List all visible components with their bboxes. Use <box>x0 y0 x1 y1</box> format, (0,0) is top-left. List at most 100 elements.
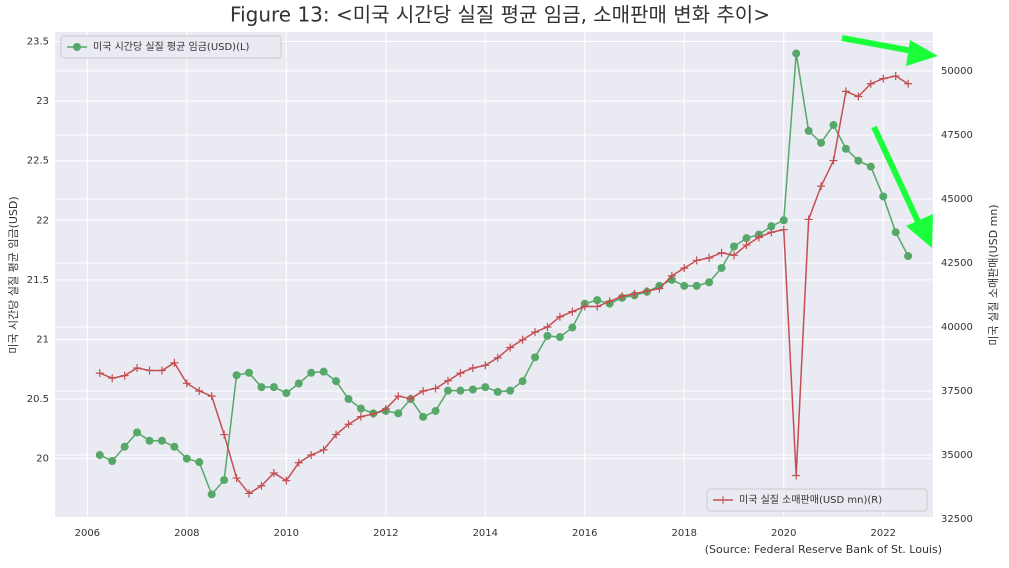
x-tick-label: 2008 <box>174 528 199 539</box>
point <box>593 302 602 311</box>
point <box>767 228 776 237</box>
y-tick-label: 21.5 <box>27 275 49 286</box>
point <box>792 471 801 480</box>
arrow-head <box>906 214 933 248</box>
point <box>344 420 353 429</box>
point <box>182 454 191 463</box>
y2-tick-label: 37500 <box>941 386 973 397</box>
y-tick-label: 22.5 <box>27 156 49 167</box>
x-tick-label: 2006 <box>75 528 100 539</box>
legend-label: 미국 시간당 실질 평균 임금(USD)(L) <box>93 40 250 53</box>
point <box>854 92 863 101</box>
point <box>195 387 204 396</box>
point <box>580 302 589 311</box>
point <box>730 251 739 260</box>
point <box>182 379 191 388</box>
point <box>481 361 490 370</box>
point <box>804 126 813 135</box>
y2-tick-label: 42500 <box>941 258 973 269</box>
point <box>891 72 900 81</box>
point <box>456 386 465 395</box>
point <box>468 385 477 394</box>
y-tick-label: 20.5 <box>27 394 49 405</box>
x-tick-label: 2012 <box>373 528 398 539</box>
point <box>282 476 291 485</box>
point <box>207 490 216 499</box>
y-tick-label: 20 <box>36 454 49 465</box>
point <box>269 468 278 477</box>
point <box>157 436 166 445</box>
point <box>742 241 751 250</box>
point <box>394 392 403 401</box>
point <box>245 368 254 377</box>
point <box>157 366 166 375</box>
point <box>841 87 850 96</box>
point <box>866 162 875 171</box>
point <box>468 363 477 372</box>
point <box>717 248 726 257</box>
x-tick-label: 2010 <box>274 528 299 539</box>
point <box>307 451 316 460</box>
point <box>245 489 254 498</box>
point <box>419 412 428 421</box>
point <box>866 79 875 88</box>
point <box>817 182 826 191</box>
point <box>394 409 403 418</box>
x-tick-label: 2020 <box>771 528 796 539</box>
point <box>593 296 602 305</box>
series-layer <box>95 49 913 499</box>
arrow <box>871 125 923 228</box>
point <box>419 387 428 396</box>
y2-tick-label: 50000 <box>941 66 973 77</box>
source-note: (Source: Federal Reserve Bank of St. Lou… <box>705 543 942 556</box>
point <box>443 386 452 395</box>
x-tick-label: 2018 <box>672 528 697 539</box>
point <box>705 278 714 287</box>
point <box>120 371 129 380</box>
point <box>356 412 365 421</box>
y2-tick-label: 40000 <box>941 322 973 333</box>
point <box>133 428 142 437</box>
arrow <box>841 35 919 55</box>
point <box>170 442 179 451</box>
point <box>817 138 826 147</box>
point <box>145 366 154 375</box>
point <box>792 49 801 58</box>
point <box>555 312 564 321</box>
y2-tick-label: 35000 <box>941 450 973 461</box>
point <box>841 144 850 153</box>
point <box>207 392 216 401</box>
point <box>257 383 266 392</box>
point <box>742 234 751 243</box>
point <box>195 458 204 467</box>
chart-title: Figure 13: <미국 시간당 실질 평균 임금, 소매판매 변화 추이> <box>230 3 770 27</box>
point <box>829 120 838 129</box>
point <box>642 287 651 296</box>
y2-axis-label: 미국 실질 소매판매(USD mn) <box>987 204 1000 345</box>
point <box>680 281 689 290</box>
point <box>170 358 179 367</box>
point <box>108 456 117 465</box>
point <box>779 216 788 225</box>
point <box>680 264 689 273</box>
x-tick-label: 2016 <box>572 528 597 539</box>
point <box>854 156 863 165</box>
point <box>294 379 303 388</box>
point <box>667 271 676 280</box>
point <box>506 386 515 395</box>
point <box>730 242 739 251</box>
point <box>481 383 490 392</box>
arrow-head <box>906 40 938 66</box>
point <box>543 331 552 340</box>
point <box>294 458 303 467</box>
point <box>108 374 117 383</box>
grid <box>55 32 933 520</box>
legend-marker <box>719 496 727 504</box>
point <box>95 451 104 460</box>
point <box>531 353 540 362</box>
point <box>344 395 353 404</box>
y-tick-label: 21 <box>36 334 49 345</box>
point <box>456 369 465 378</box>
point <box>568 307 577 316</box>
point <box>381 404 390 413</box>
